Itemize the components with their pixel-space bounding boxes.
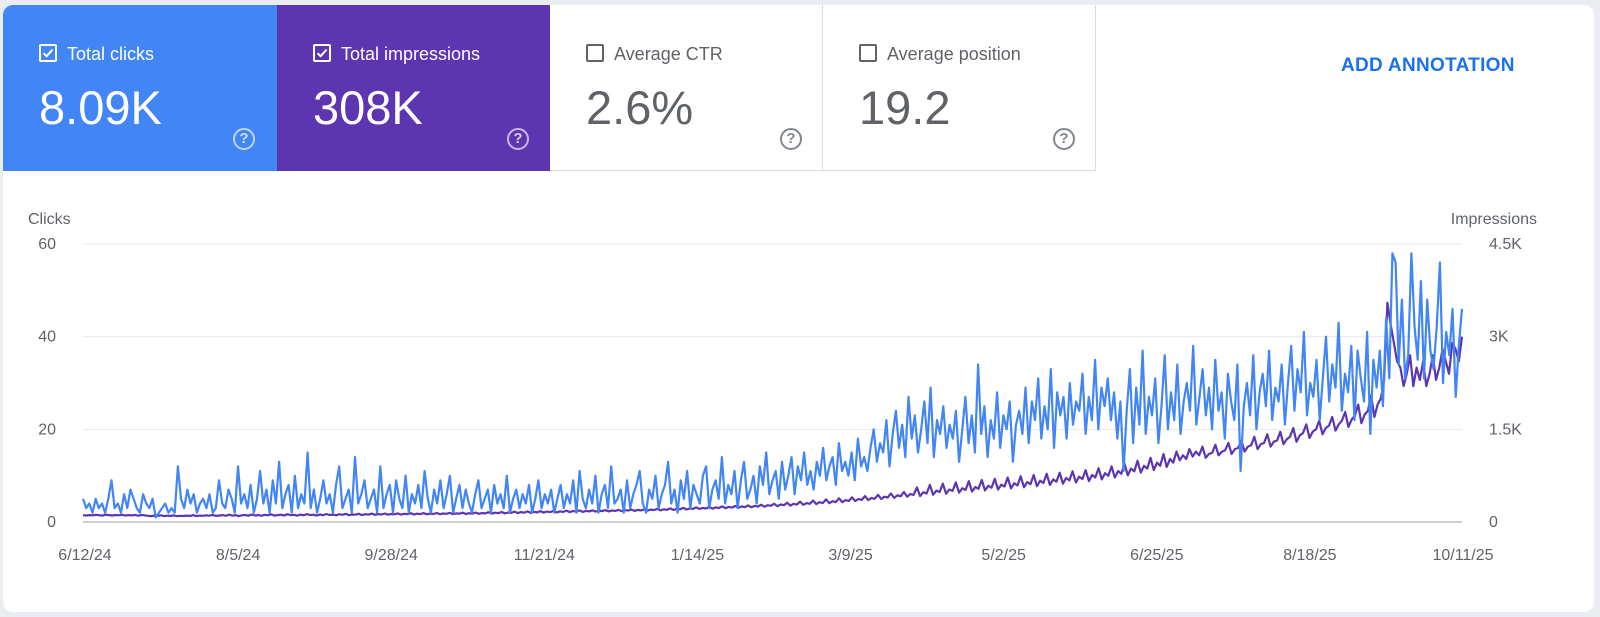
y-tick-label-right: 4.5K bbox=[1489, 236, 1522, 253]
chart-grid bbox=[83, 243, 1462, 523]
card-value: 8.09K bbox=[39, 81, 162, 134]
unchecked-checkbox-icon[interactable] bbox=[586, 44, 604, 62]
x-tick-label: 11/21/24 bbox=[514, 547, 575, 564]
series-line-impressions bbox=[82, 301, 1464, 518]
card-average-position[interactable]: Average position 19.2 ? bbox=[823, 5, 1096, 171]
y-tick-label-right: 3K bbox=[1489, 329, 1509, 346]
card-value: 308K bbox=[313, 81, 423, 134]
x-tick-label: 9/28/24 bbox=[365, 547, 418, 564]
metric-cards: Total clicks 8.09K ? Total impressions 3… bbox=[3, 5, 1096, 171]
y-tick-label-left: 40 bbox=[38, 329, 56, 346]
unchecked-checkbox-icon[interactable] bbox=[859, 44, 877, 62]
x-tick-label: 8/18/25 bbox=[1283, 547, 1336, 564]
y-tick-label-left: 20 bbox=[38, 421, 56, 438]
y-tick-label-left: 0 bbox=[47, 514, 56, 531]
card-total-clicks[interactable]: Total clicks 8.09K ? bbox=[3, 5, 277, 171]
x-tick-label: 1/14/25 bbox=[671, 547, 724, 564]
x-tick-label: 6/12/24 bbox=[58, 547, 111, 564]
add-annotation-button[interactable]: ADD ANNOTATION bbox=[1341, 55, 1515, 76]
y-tick-label-right: 1.5K bbox=[1489, 421, 1522, 438]
y-axis-label-right: Impressions bbox=[1451, 211, 1537, 228]
performance-chart: Clicks Impressions 0 0 20 1.5K 40 3K 60 4.5K 6/1… bbox=[28, 211, 1537, 564]
help-icon[interactable]: ? bbox=[1053, 128, 1075, 150]
card-label: Average position bbox=[887, 44, 1021, 64]
performance-panel: Total clicks 8.09K ? Total impressions 3… bbox=[3, 5, 1594, 612]
x-tick-label: 6/25/25 bbox=[1130, 547, 1183, 564]
help-icon[interactable]: ? bbox=[233, 128, 255, 150]
card-value: 2.6% bbox=[586, 81, 694, 134]
series-line-clicks bbox=[81, 252, 1464, 519]
card-label: Total clicks bbox=[67, 44, 155, 64]
x-tick-label: 5/2/25 bbox=[981, 547, 1026, 564]
x-tick-label: 10/11/25 bbox=[1432, 547, 1493, 564]
x-tick-label: 3/9/25 bbox=[828, 547, 873, 564]
card-label: Average CTR bbox=[614, 44, 723, 64]
checked-checkbox-icon[interactable] bbox=[313, 44, 331, 62]
card-average-ctr[interactable]: Average CTR 2.6% ? bbox=[550, 5, 823, 171]
card-label: Total impressions bbox=[341, 44, 481, 64]
card-value: 19.2 bbox=[859, 81, 951, 134]
x-tick-label: 8/5/24 bbox=[216, 547, 261, 564]
checked-checkbox-icon[interactable] bbox=[39, 44, 57, 62]
y-tick-label-left: 60 bbox=[38, 236, 56, 253]
y-axis-label-left: Clicks bbox=[28, 211, 71, 228]
axis-ticks: 0 0 20 1.5K 40 3K 60 4.5K 6/12/24 8/5/24 9/28/24 11… bbox=[38, 236, 1522, 564]
help-icon[interactable]: ? bbox=[780, 128, 802, 150]
card-total-impressions[interactable]: Total impressions 308K ? bbox=[277, 5, 550, 171]
help-icon[interactable]: ? bbox=[507, 128, 529, 150]
y-tick-label-right: 0 bbox=[1489, 514, 1498, 531]
